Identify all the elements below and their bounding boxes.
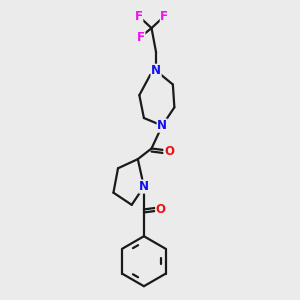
Text: N: N — [157, 119, 167, 132]
Text: N: N — [139, 180, 149, 193]
Text: O: O — [156, 203, 166, 216]
Text: F: F — [135, 10, 143, 23]
Text: F: F — [137, 31, 145, 44]
Text: N: N — [151, 64, 161, 77]
Text: O: O — [164, 145, 174, 158]
Text: F: F — [160, 10, 168, 23]
